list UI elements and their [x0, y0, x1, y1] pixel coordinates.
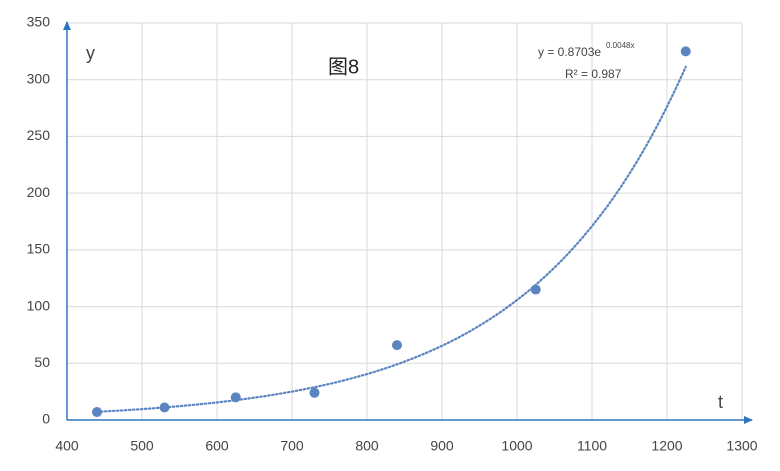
x-tick-label: 900 [430, 438, 454, 454]
x-tick-label: 700 [280, 438, 304, 454]
x-tick-label: 1300 [726, 438, 757, 454]
trendline-exponent: 0.0048x [606, 41, 634, 50]
x-tick-label: 400 [55, 438, 79, 454]
y-tick-label: 100 [27, 297, 51, 313]
point [159, 402, 170, 413]
x-tick-label: 1000 [501, 438, 532, 454]
grid [66, 22, 743, 421]
trendline [95, 65, 687, 413]
y-tick-label: 0 [42, 411, 50, 427]
y-tick-label: 50 [34, 354, 50, 370]
y-tick-label: 300 [27, 70, 51, 86]
x-tick-label: 600 [205, 438, 229, 454]
trendline-equation: y = 0.8703e [538, 45, 601, 59]
x-tick-label: 1100 [577, 438, 607, 454]
point [680, 46, 691, 57]
point [530, 284, 541, 295]
x-tick-label: 500 [130, 438, 154, 454]
y-tick-label: 350 [27, 14, 51, 30]
x-tick-label: 1200 [651, 438, 682, 454]
y-tick-label: 200 [27, 184, 51, 200]
point [392, 340, 402, 351]
point [309, 387, 320, 398]
y-tick-label: 250 [27, 127, 51, 143]
x-tick-label: 800 [355, 438, 379, 454]
y-axis-label: y [86, 43, 95, 63]
y-tick-label: 150 [27, 241, 51, 257]
chart-title: 图8 [328, 56, 359, 78]
point [92, 407, 102, 418]
x-axis-label: t [718, 392, 723, 412]
trendline-r2: R² = 0.987 [565, 67, 622, 81]
point [230, 392, 241, 403]
